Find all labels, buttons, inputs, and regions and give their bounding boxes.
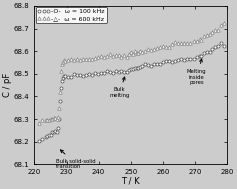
-△-  ω = 600 kHz	[38, 121, 41, 124]
-△-  ω = 600 kHz	[180, 42, 183, 44]
-O-  ω = 100 kHz	[186, 58, 189, 60]
-△-  ω = 600 kHz	[222, 22, 225, 25]
-△-  ω = 600 kHz	[171, 43, 174, 46]
Text: Bulk
melting: Bulk melting	[109, 77, 130, 98]
-O-  ω = 100 kHz	[200, 55, 203, 57]
Legend: -O-  ω = 100 kHz, -△-  ω = 600 kHz: -O- ω = 100 kHz, -△- ω = 600 kHz	[36, 7, 107, 23]
-O-  ω = 100 kHz	[222, 45, 225, 47]
Text: Bulk solid-solid
transition: Bulk solid-solid transition	[56, 150, 96, 169]
-O-  ω = 100 kHz	[180, 58, 183, 60]
-O-  ω = 100 kHz	[177, 59, 180, 61]
-O-  ω = 100 kHz	[38, 140, 41, 143]
Line: -△-  ω = 600 kHz: -△- ω = 600 kHz	[37, 22, 225, 124]
X-axis label: T / K: T / K	[121, 177, 140, 186]
Y-axis label: C / pF: C / pF	[4, 73, 13, 97]
-O-  ω = 100 kHz	[171, 61, 174, 63]
-△-  ω = 600 kHz	[177, 42, 180, 44]
-O-  ω = 100 kHz	[219, 42, 222, 45]
-O-  ω = 100 kHz	[51, 131, 54, 133]
Line: -O-  ω = 100 kHz: -O- ω = 100 kHz	[38, 42, 225, 143]
-△-  ω = 600 kHz	[186, 41, 189, 44]
Text: Melting
inside
pores: Melting inside pores	[187, 59, 206, 85]
-△-  ω = 600 kHz	[51, 118, 54, 120]
-△-  ω = 600 kHz	[200, 39, 203, 41]
